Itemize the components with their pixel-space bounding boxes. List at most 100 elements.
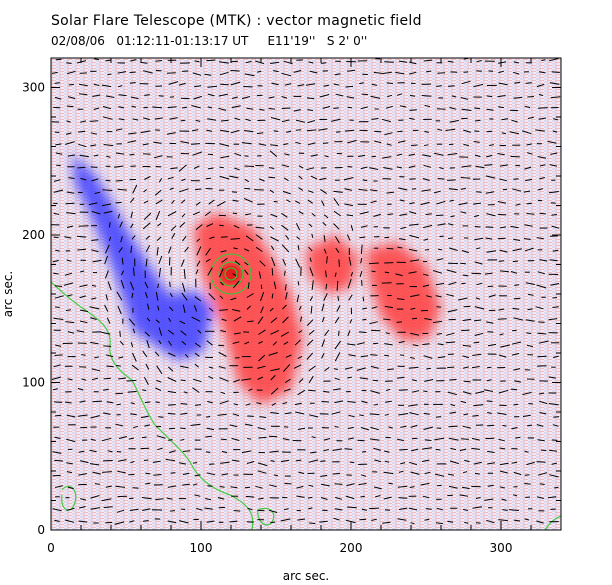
vector-mark	[524, 224, 533, 227]
vector-mark	[207, 400, 213, 404]
vector-mark	[373, 486, 382, 490]
vector-mark	[458, 202, 468, 206]
vector-mark	[234, 167, 240, 171]
vector-mark	[169, 117, 178, 120]
vector-mark	[180, 199, 186, 204]
vector-mark	[536, 520, 544, 524]
vector-mark	[360, 225, 368, 228]
vector-mark	[334, 73, 341, 76]
vector-mark	[91, 239, 99, 241]
vector-mark	[347, 437, 354, 440]
vector-mark	[64, 519, 75, 523]
vector-mark	[91, 210, 101, 215]
vector-mark	[120, 236, 123, 243]
vector-mark	[219, 309, 228, 311]
vector-mark	[344, 188, 353, 191]
vector-mark	[191, 105, 201, 109]
vector-mark	[448, 237, 454, 240]
vector-mark	[336, 305, 341, 312]
vector-mark	[298, 330, 303, 334]
vector-mark	[101, 331, 111, 335]
vector-mark	[144, 401, 151, 403]
vector-mark	[513, 519, 521, 522]
vector-mark	[460, 187, 466, 190]
vector-mark	[371, 306, 378, 309]
vector-mark	[195, 201, 201, 206]
vector-mark	[498, 260, 505, 262]
vector-mark	[142, 222, 151, 230]
vector-mark	[358, 483, 367, 486]
vector-mark	[192, 387, 200, 393]
vector-mark	[126, 379, 137, 382]
vector-mark	[258, 143, 267, 146]
vector-mark	[409, 412, 419, 416]
vector-mark	[343, 177, 354, 181]
vector-mark	[55, 143, 62, 146]
vector-mark	[435, 448, 441, 451]
vector-mark	[523, 190, 531, 193]
vector-mark	[338, 259, 340, 267]
vector-mark	[141, 497, 152, 500]
vector-mark	[247, 438, 252, 440]
vector-mark	[333, 223, 340, 230]
vector-mark	[244, 187, 251, 190]
vector-mark	[158, 255, 163, 265]
vector-mark	[498, 389, 509, 394]
vector-mark	[499, 249, 508, 253]
vector-mark	[334, 236, 340, 244]
vector-mark	[90, 132, 98, 135]
vector-mark	[459, 448, 467, 452]
vector-mark	[102, 116, 113, 120]
vector-mark	[114, 521, 125, 525]
vector-mark	[243, 248, 250, 252]
vector-mark	[130, 342, 134, 348]
vector-mark	[101, 437, 112, 442]
vector-mark	[499, 470, 508, 474]
vector-mark	[527, 116, 534, 119]
vector-mark	[284, 83, 292, 86]
vector-mark	[536, 284, 547, 289]
vector-mark	[474, 237, 484, 241]
x-axis-label: arc sec.	[283, 569, 329, 583]
vector-mark	[322, 106, 331, 109]
vector-mark	[308, 223, 313, 228]
vector-mark	[400, 226, 407, 230]
vector-mark	[383, 318, 391, 321]
vector-mark	[268, 176, 276, 179]
vector-mark	[259, 108, 265, 111]
vector-mark	[195, 188, 202, 191]
vector-mark	[498, 308, 505, 311]
vector-mark	[156, 365, 163, 375]
vector-mark	[296, 495, 305, 498]
vector-mark	[347, 278, 352, 289]
vector-mark	[498, 61, 507, 64]
vector-mark	[182, 235, 187, 242]
vector-mark	[271, 257, 276, 267]
vector-mark	[308, 246, 313, 252]
vector-mark	[67, 331, 75, 334]
vector-mark	[81, 378, 87, 381]
vector-mark	[207, 267, 213, 276]
x-tick-label: 100	[190, 541, 213, 555]
vector-mark	[284, 284, 287, 291]
vector-mark	[205, 142, 216, 145]
vector-mark	[549, 164, 558, 167]
vector-mark	[205, 247, 211, 256]
vector-mark	[232, 96, 238, 99]
vector-mark	[436, 507, 443, 511]
vector-mark	[208, 366, 214, 369]
vector-mark	[387, 94, 393, 98]
vector-mark	[322, 509, 328, 512]
vector-mark	[245, 495, 255, 498]
vector-mark	[219, 143, 230, 147]
vector-mark	[260, 284, 263, 290]
vector-mark	[269, 150, 278, 157]
vector-mark	[360, 474, 367, 477]
vector-mark	[447, 366, 455, 369]
vector-mark	[117, 188, 127, 191]
vector-mark	[347, 376, 352, 379]
vector-mark	[284, 270, 286, 276]
vector-mark	[462, 508, 468, 511]
vector-mark	[106, 401, 114, 404]
vector-mark	[434, 473, 445, 477]
